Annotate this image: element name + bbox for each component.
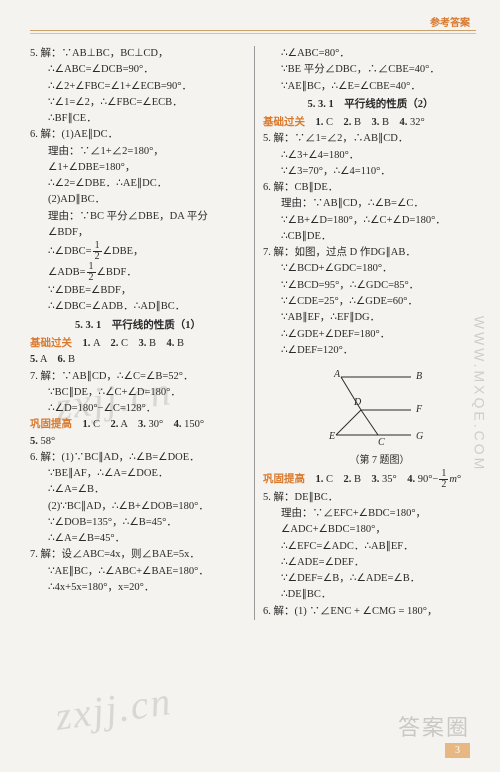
text-line: 7. 解：∵AB∥CD，∴∠C=∠B=52°． [30, 369, 246, 385]
page-number: 3 [445, 743, 470, 758]
text-line: ∵∠B+∠D=180°，∴∠C+∠D=180°． [263, 213, 478, 229]
content-columns: 5. 解：∵AB⊥BC，BC⊥CD，∴∠ABC=∠DCB=90°．∴∠2+∠FB… [30, 46, 478, 620]
text-line: ∵BE 平分∠DBC，∴∠CBE=40°． [263, 62, 478, 78]
text-line: 理由：∵BC 平分∠DBE，DA 平分 [30, 209, 246, 225]
text-line: 5. 解：∵AB⊥BC，BC⊥CD， [30, 46, 246, 62]
text-line: ∵AB∥EF，∴EF∥DG． [263, 310, 478, 326]
text-line: ∵∠CDE=25°，∴∠GDE=60°． [263, 294, 478, 310]
text-line: ∵BE∥AF，∴∠A=∠DOE． [30, 466, 246, 482]
text-line: 5. 3. 1 平行线的性质（2） [263, 97, 478, 113]
text-line: 巩固提高 1. C 2. A 3. 30° 4. 150° [30, 417, 246, 433]
right-column: ∴∠ABC=80°．∵BE 平分∠DBC，∴∠CBE=40°．∵AE∥BC，∴∠… [254, 46, 478, 620]
header-label: 参考答案 [430, 14, 470, 29]
text-line: 6. 解：(1) ∵∠ENC + ∠CMG = 180°， [263, 604, 478, 620]
text-line: ∴∠DBC=12∠DBE， [30, 241, 246, 262]
text-line: 5. 58° [30, 434, 246, 450]
text-line: 巩固提高 1. C 2. B 3. 35° 4. 90°−12m° [263, 469, 478, 490]
text-line: ∵∠BCD=95°，∴∠GDC=85°． [263, 278, 478, 294]
text-line: 7. 解：设∠ABC=4x，则∠BAE=5x． [30, 547, 246, 563]
text-line: ∵BC∥DE，∴∠C+∠D=180°． [30, 385, 246, 401]
svg-text:A: A [333, 369, 341, 380]
watermark-url: WWW.MXQE.COM [472, 316, 488, 473]
watermark-brand: 答案圈 [398, 710, 470, 742]
text-line: 7. 解：如图，过点 D 作DG∥AB． [263, 245, 478, 261]
text-line: 5. 解：DE∥BC． [263, 490, 478, 506]
diagram-wrapper: A B F D E G C [263, 365, 478, 451]
text-line: ∴∠2=∠DBE．∴AE∥DC． [30, 176, 246, 192]
text-line: （第 7 题图） [263, 453, 478, 469]
text-line: ∴∠DEF=120°． [263, 343, 478, 359]
text-line: ∴4x+5x=180°，x=20°． [30, 580, 246, 596]
text-line: ∴CB∥DE． [263, 229, 478, 245]
text-line: ∴∠ABC=∠DCB=90°． [30, 62, 246, 78]
svg-text:B: B [416, 371, 422, 382]
text-line: 理由：∵∠1+∠2=180°， [30, 144, 246, 160]
text-line: ∵∠1=∠2，∴∠FBC=∠ECB． [30, 95, 246, 111]
text-line: ∵AE∥BC，∴∠ABC+∠BAE=180°． [30, 564, 246, 580]
text-line: ∴∠ABC=80°． [263, 46, 478, 62]
svg-text:D: D [353, 397, 362, 408]
text-line: (2)AD∥BC． [30, 192, 246, 208]
text-line: ∠ADC+∠BDC=180°， [263, 522, 478, 538]
svg-text:F: F [415, 404, 423, 415]
text-line: ∴∠ADE=∠DEF． [263, 555, 478, 571]
left-column: 5. 解：∵AB⊥BC，BC⊥CD，∴∠ABC=∠DCB=90°．∴∠2+∠FB… [30, 46, 254, 620]
text-line: (2)∵BC∥AD，∴∠B+∠DOB=180°． [30, 499, 246, 515]
text-line: ∴∠3+∠4=180°． [263, 148, 478, 164]
text-line: ∵∠BCD+∠GDC=180°． [263, 261, 478, 277]
text-line: ∴∠EFC=∠ADC．∴AB∥EF． [263, 539, 478, 555]
text-line: 6. 解：(1)AE∥DC． [30, 127, 246, 143]
svg-text:C: C [378, 437, 385, 445]
text-line: 基础过关 1. C 2. B 3. B 4. 32° [263, 115, 478, 131]
text-line: 基础过关 1. A 2. C 3. B 4. B [30, 336, 246, 352]
svg-text:G: G [416, 431, 423, 442]
watermark-text-2: zxjj.cn [52, 677, 175, 740]
text-line: ∴DE∥BC． [263, 587, 478, 603]
svg-text:E: E [328, 431, 335, 442]
text-line: ∴BF∥CE． [30, 111, 246, 127]
text-line: ∴∠A=∠B=45°． [30, 531, 246, 547]
text-line: 6. 解：(1)∵BC∥AD，∴∠B=∠DOE． [30, 450, 246, 466]
text-line: 5. A 6. B [30, 352, 246, 368]
text-line: ∵∠DBE=∠BDF， [30, 283, 246, 299]
text-line: ∠ADB=12∠BDF． [30, 262, 246, 283]
text-line: ∵∠DEF=∠B，∴∠ADE=∠B． [263, 571, 478, 587]
text-line: ∴∠DBC=∠ADB．∴AD∥BC． [30, 299, 246, 315]
text-line: 理由：∵∠EFC+∠BDC=180°， [263, 506, 478, 522]
text-line: ∠1+∠DBE=180°， [30, 160, 246, 176]
text-line: ∴∠GDE+∠DEF=180°． [263, 327, 478, 343]
text-line: ∵∠DOB=135°，∴∠B=45°． [30, 515, 246, 531]
text-line: ∴∠2+∠FBC=∠1+∠ECB=90°． [30, 79, 246, 95]
text-line: 理由：∵AB∥CD，∴∠B=∠C． [263, 196, 478, 212]
text-line: 6. 解：CB∥DE． [263, 180, 478, 196]
header-rule [30, 30, 476, 31]
text-line: ∴∠D=180°−∠C=128°． [30, 401, 246, 417]
figure-7-diagram: A B F D E G C [316, 365, 426, 445]
header-rule-thin [30, 33, 476, 34]
text-line: 5. 解：∵∠1=∠2，∴AB∥CD． [263, 131, 478, 147]
text-line: ∠BDF， [30, 225, 246, 241]
text-line: ∴∠A=∠B． [30, 482, 246, 498]
text-line: ∵AE∥BC，∴∠E=∠CBE=40°． [263, 79, 478, 95]
text-line: ∵∠3=70°，∴∠4=110°． [263, 164, 478, 180]
text-line: 5. 3. 1 平行线的性质（1） [30, 318, 246, 334]
